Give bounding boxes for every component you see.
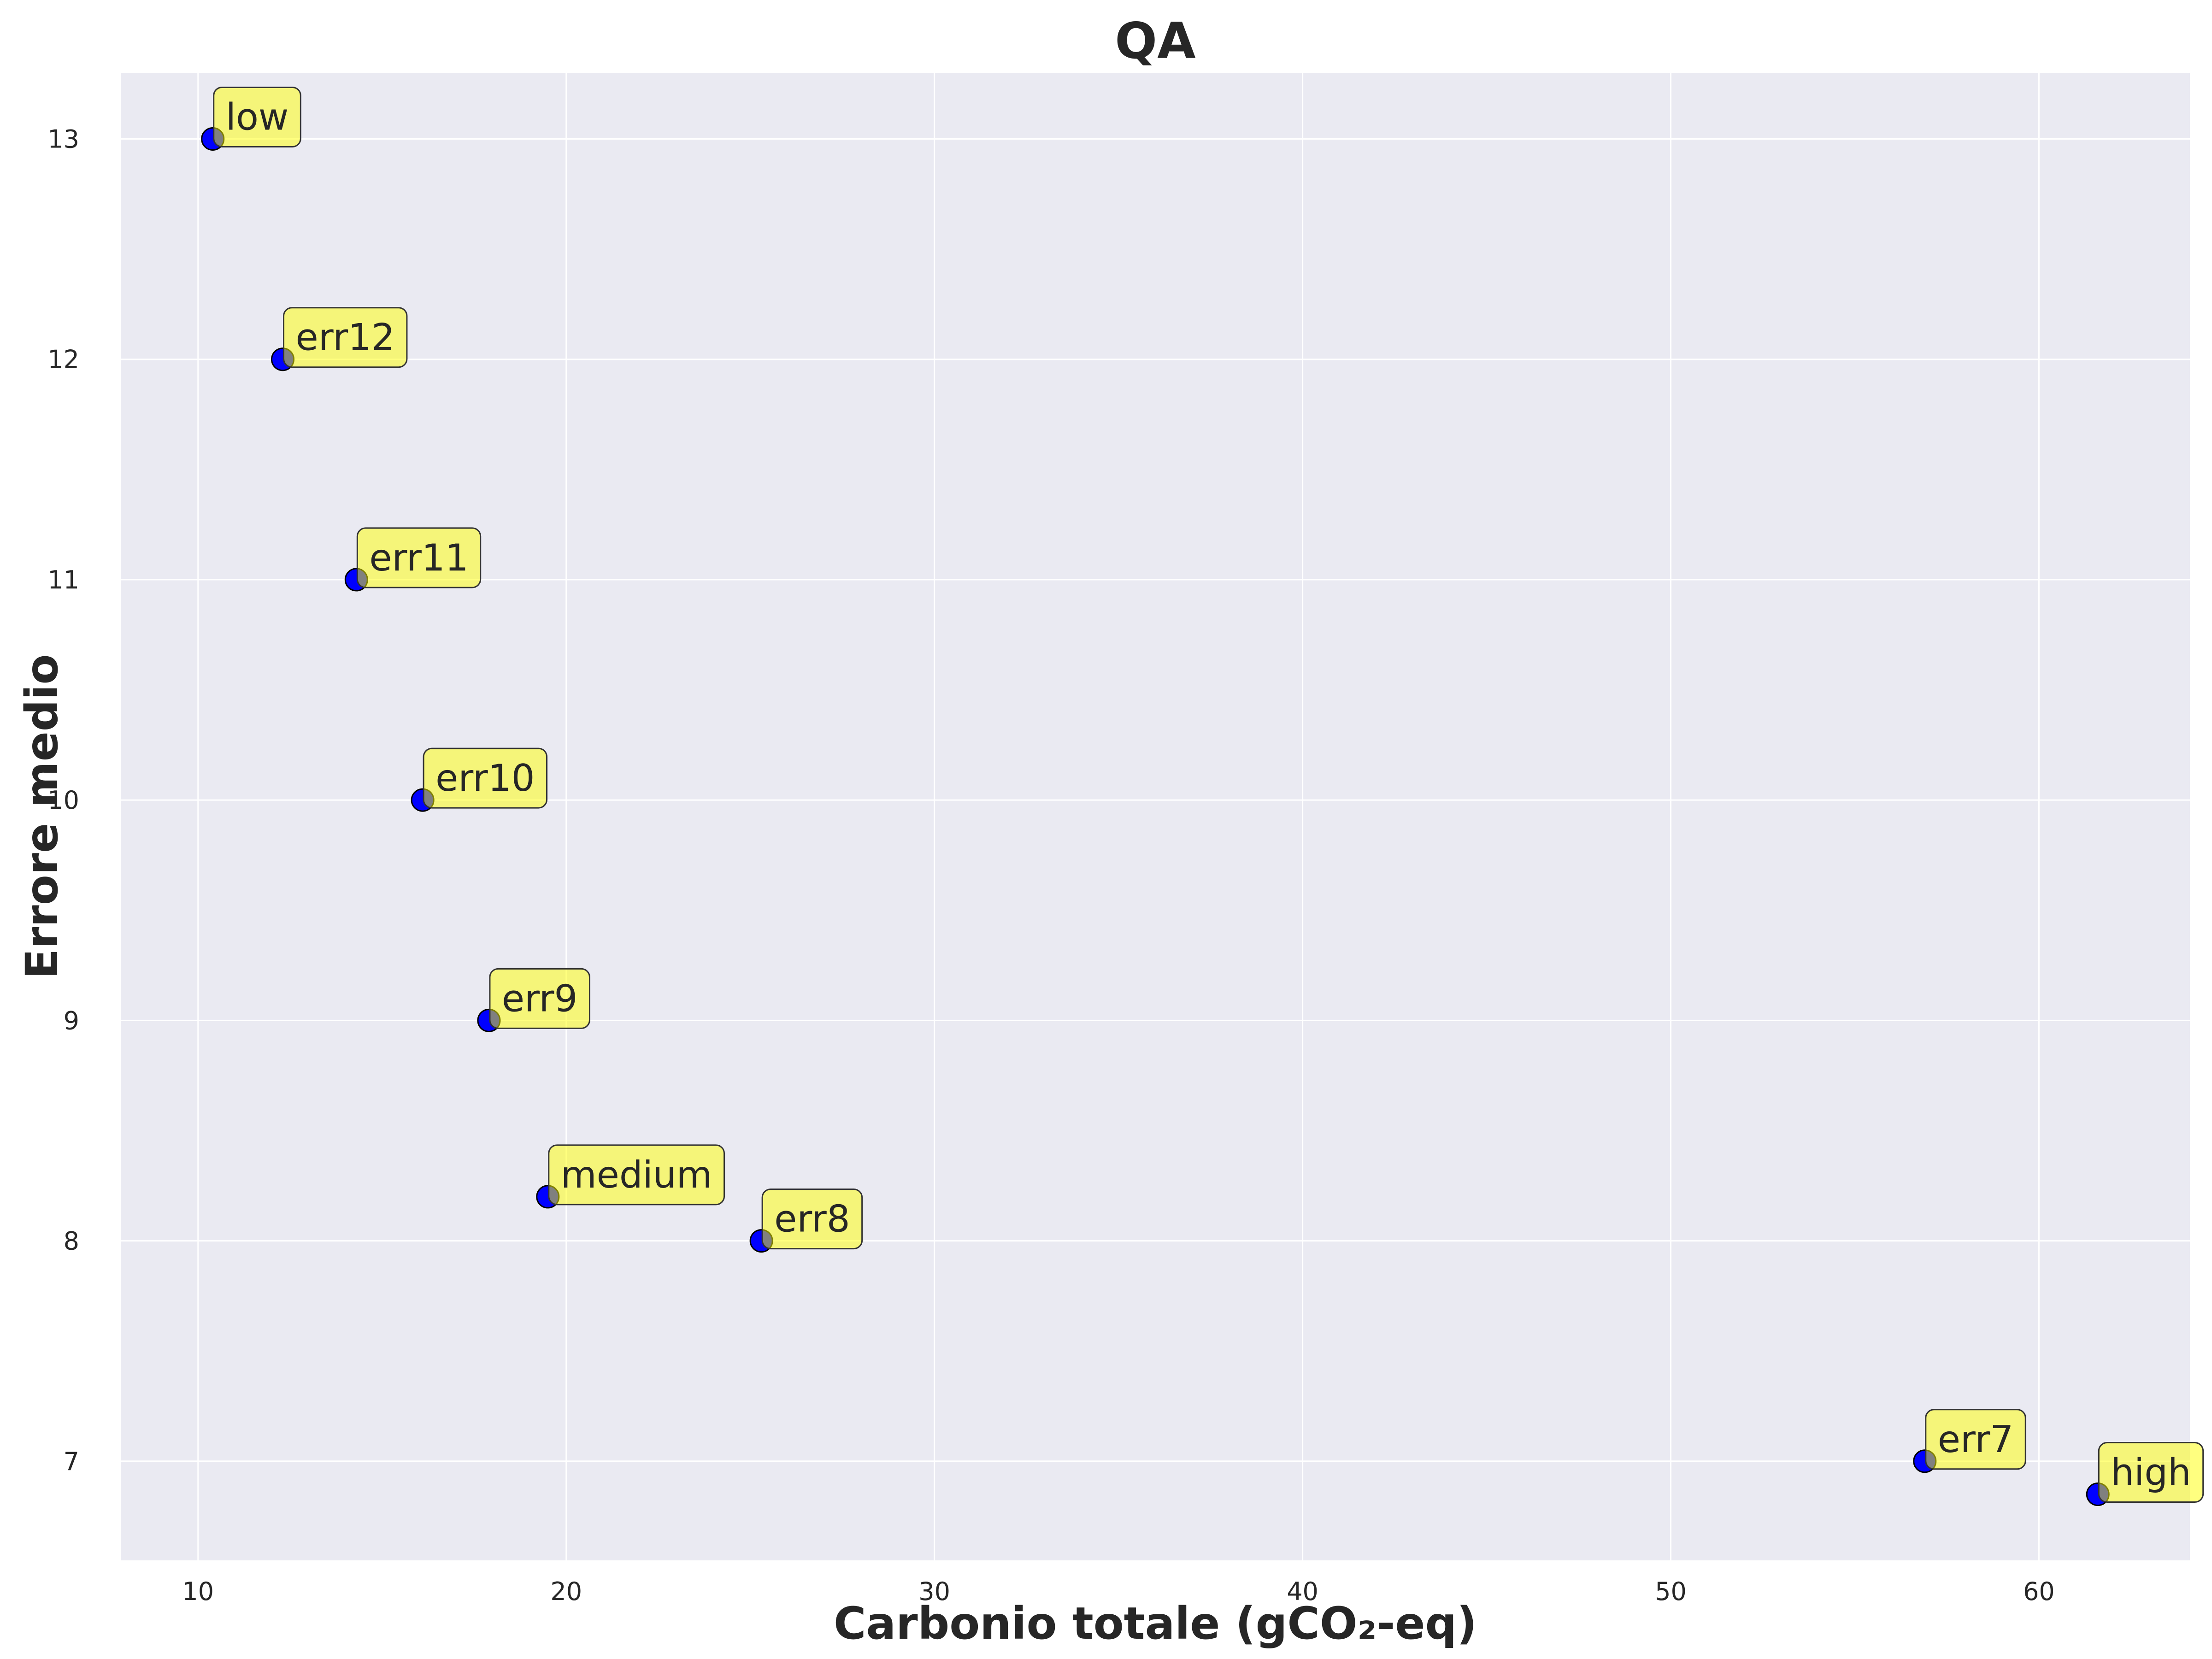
point-label-text: err9 bbox=[502, 977, 578, 1020]
x-axis-ticks: 10 20 30 40 50 60 bbox=[182, 1577, 2054, 1606]
y-axis-label: Errore medio bbox=[16, 654, 68, 979]
point-label-err12: err12 bbox=[283, 307, 408, 368]
point-label-box bbox=[356, 527, 482, 588]
point-label-text: err7 bbox=[1938, 1418, 2014, 1461]
point-label-err7: err7 bbox=[1925, 1409, 2026, 1470]
chart-title: QA bbox=[1115, 12, 1196, 70]
point-label-err10: err10 bbox=[423, 747, 548, 809]
point-label-text: medium bbox=[561, 1153, 712, 1196]
y-tick-label: 7 bbox=[64, 1447, 79, 1476]
x-tick-label: 20 bbox=[550, 1577, 582, 1606]
x-tick-label: 60 bbox=[2023, 1577, 2055, 1606]
point-label-text: err11 bbox=[369, 536, 468, 579]
x-tick-label: 50 bbox=[1655, 1577, 1687, 1606]
point-label-high: high bbox=[2098, 1442, 2204, 1503]
point-label-err9: err9 bbox=[489, 968, 590, 1029]
y-tick-label: 9 bbox=[64, 1006, 79, 1035]
point-label-box bbox=[761, 1188, 863, 1250]
point-label-text: high bbox=[2111, 1451, 2191, 1494]
point-label-text: err8 bbox=[774, 1198, 850, 1241]
plot-area bbox=[121, 73, 2190, 1560]
y-tick-label: 11 bbox=[47, 565, 79, 594]
point-label-low: low bbox=[213, 86, 301, 147]
y-axis-ticks: 7 8 9 10 11 12 13 bbox=[47, 124, 79, 1476]
point-label-box bbox=[1925, 1409, 2026, 1470]
point-label-text: err10 bbox=[435, 757, 535, 800]
point-label-text: err12 bbox=[296, 316, 395, 359]
y-tick-label: 13 bbox=[47, 124, 79, 153]
y-tick-label: 8 bbox=[64, 1227, 79, 1256]
x-axis-label: Carbonio totale (gCO₂-eq) bbox=[834, 1598, 1477, 1649]
point-label-box bbox=[2098, 1442, 2204, 1503]
x-tick-label: 40 bbox=[1287, 1577, 1318, 1606]
point-label-box bbox=[423, 747, 548, 809]
point-label-box bbox=[213, 86, 301, 147]
x-tick-label: 10 bbox=[182, 1577, 214, 1606]
x-tick-label: 30 bbox=[918, 1577, 950, 1606]
point-label-text: low bbox=[226, 95, 289, 138]
point-label-box bbox=[548, 1144, 725, 1206]
point-labels: low err12 err11 err10 err9 medium err8 err7 high bbox=[213, 86, 2204, 1503]
point-label-medium: medium bbox=[548, 1144, 725, 1206]
point-label-box bbox=[489, 968, 590, 1029]
y-tick-label: 12 bbox=[47, 345, 79, 374]
point-label-box bbox=[283, 307, 408, 368]
point-label-err8: err8 bbox=[761, 1188, 863, 1250]
point-label-err11: err11 bbox=[356, 527, 482, 588]
y-tick-label: 10 bbox=[47, 786, 79, 815]
